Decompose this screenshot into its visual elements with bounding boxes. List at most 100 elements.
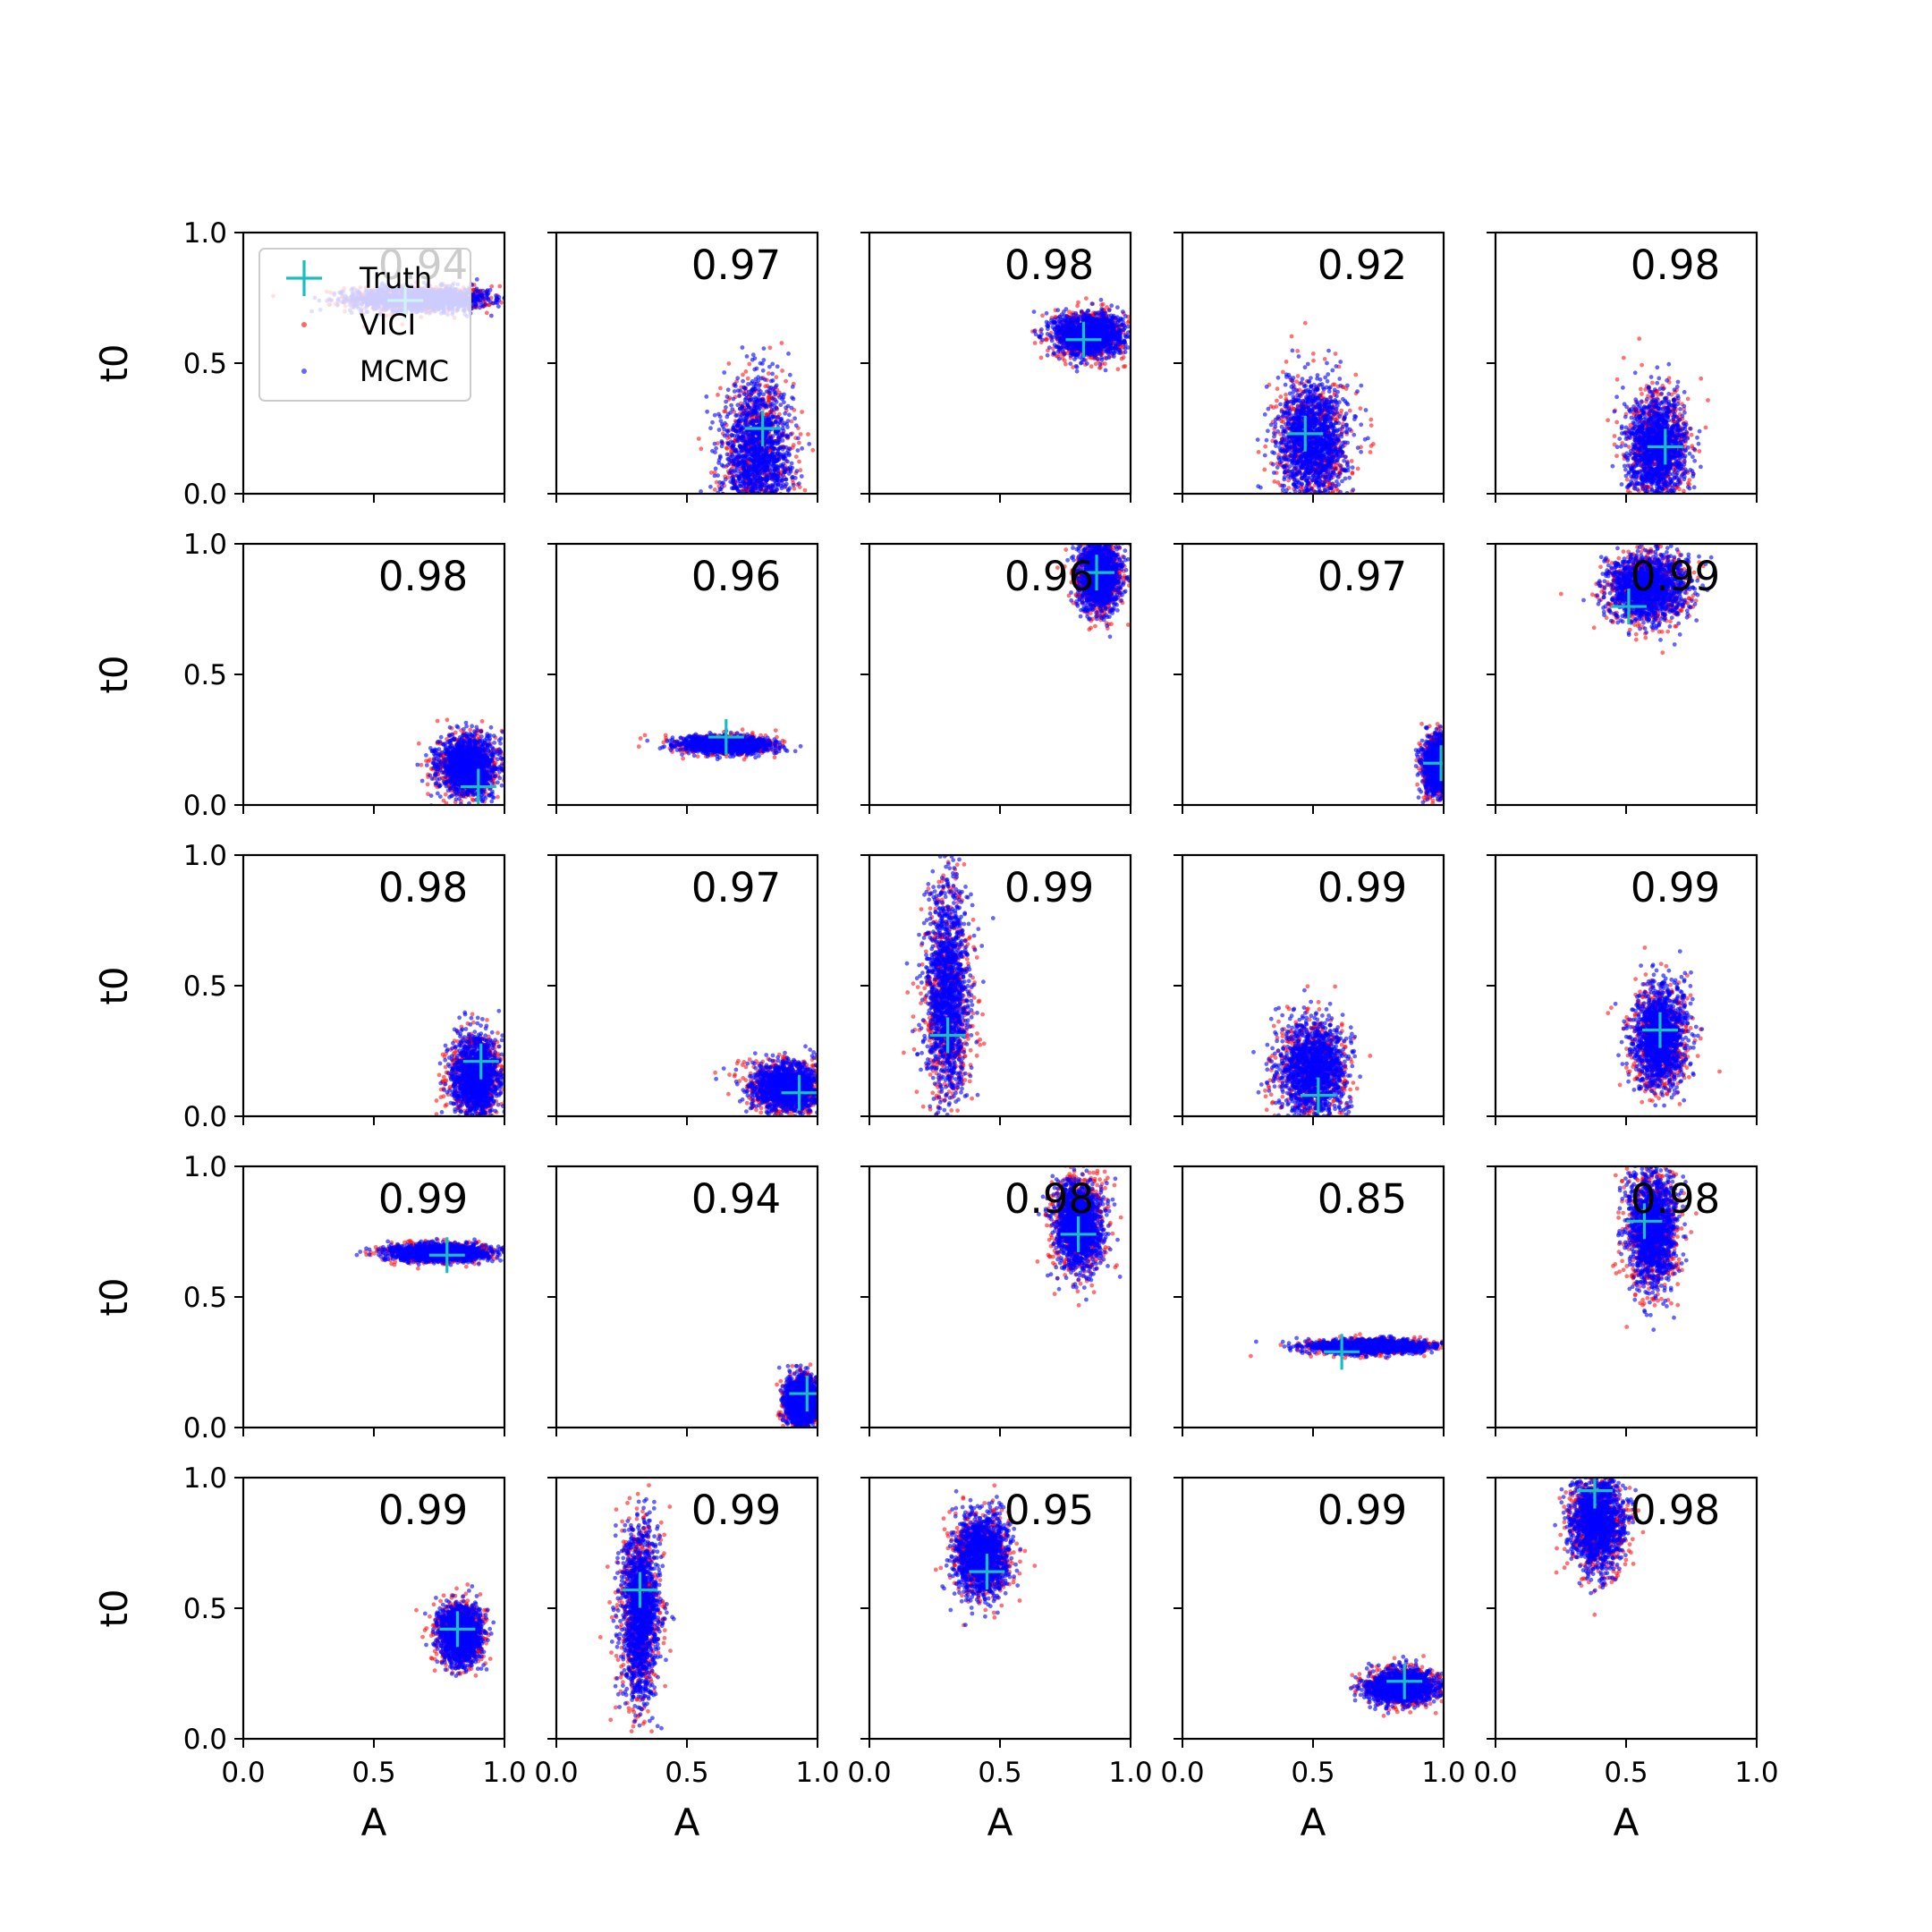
vici-point	[758, 500, 763, 504]
mcmc-point	[751, 439, 757, 444]
mcmc-point	[733, 413, 739, 418]
mcmc-point	[744, 408, 749, 413]
vici-point	[714, 479, 719, 485]
vici-point	[726, 361, 732, 366]
vici-point	[745, 376, 750, 381]
mcmc-point	[768, 436, 774, 441]
vici-point	[1131, 329, 1136, 334]
mcmc-point	[762, 519, 767, 523]
mcmc-point	[740, 459, 745, 464]
mcmc-point	[738, 525, 742, 530]
mcmc-point	[792, 416, 797, 421]
mcmc-point	[741, 503, 746, 507]
mcmc-point	[729, 402, 733, 408]
vici-point	[762, 514, 767, 519]
mcmc-point	[728, 514, 733, 519]
mcmc-point	[731, 474, 736, 479]
mcmc-point	[767, 484, 773, 489]
vici-point	[767, 371, 771, 376]
vici-point	[802, 487, 808, 493]
panels-layer: 0.00.51.0t00.940.970.980.920.980.00.51.0…	[92, 217, 1779, 1844]
mcmc-point	[479, 292, 484, 297]
mcmc-point	[752, 517, 757, 521]
mcmc-point	[773, 511, 777, 515]
vici-point	[798, 468, 803, 473]
mcmc-point	[770, 371, 775, 377]
mcmc-point	[756, 375, 761, 380]
mcmc-point	[732, 458, 736, 462]
mcmc-point	[749, 446, 753, 452]
vici-point	[773, 533, 777, 538]
mcmc-point	[758, 515, 763, 520]
mcmc-point	[738, 530, 742, 534]
vici-point	[1076, 300, 1080, 305]
mcmc-point	[780, 498, 784, 503]
vici-point	[724, 445, 729, 451]
vici-point	[529, 298, 533, 302]
vici-point	[776, 496, 781, 501]
mcmc-point	[745, 520, 750, 524]
mcmc-point	[742, 400, 747, 405]
mcmc-point	[770, 452, 775, 456]
mcmc-point	[727, 501, 732, 505]
mcmc-point	[781, 456, 786, 462]
mcmc-point	[694, 509, 699, 513]
mcmc-point	[763, 460, 768, 465]
vici-point	[734, 512, 739, 516]
mcmc-point	[1044, 310, 1049, 316]
mcmc-point	[778, 402, 784, 408]
mcmc-point	[782, 470, 787, 475]
mcmc-point	[758, 376, 764, 381]
mcmc-point	[753, 483, 758, 488]
mcmc-point	[761, 522, 766, 527]
vici-point	[764, 546, 768, 550]
mcmc-point	[750, 420, 756, 426]
vici-point	[717, 495, 722, 499]
mcmc-point	[775, 471, 781, 476]
mcmc-point	[787, 504, 792, 508]
mcmc-point	[747, 519, 751, 523]
vici-point	[755, 513, 759, 517]
mcmc-point	[740, 537, 744, 541]
mcmc-point	[759, 504, 764, 508]
mcmc-point	[737, 455, 742, 460]
vici-point	[789, 419, 794, 424]
mcmc-point	[728, 454, 733, 460]
mcmc-point	[765, 516, 769, 521]
mcmc-point	[736, 513, 741, 518]
mcmc-point	[775, 498, 779, 503]
vici-point	[733, 497, 737, 502]
mcmc-point	[474, 286, 479, 292]
mcmc-point	[743, 511, 748, 515]
mcmc-point	[761, 358, 767, 362]
vici-point	[756, 497, 760, 502]
mcmc-point	[725, 441, 731, 446]
vici-point	[743, 522, 748, 527]
vici-point	[771, 496, 775, 500]
vici-point	[741, 372, 745, 377]
vici-point	[760, 503, 765, 507]
mcmc-point	[790, 385, 795, 389]
mcmc-point	[742, 386, 748, 391]
mcmc-point	[752, 400, 758, 404]
vici-point	[749, 514, 753, 519]
mcmc-point	[505, 297, 510, 301]
vici-point	[696, 436, 701, 441]
mcmc-point	[780, 426, 785, 431]
vici-point	[733, 521, 738, 526]
mcmc-point	[768, 529, 773, 533]
mcmc-point	[477, 289, 481, 294]
mcmc-point	[767, 386, 772, 390]
mcmc-point	[740, 526, 744, 530]
mcmc-point	[475, 294, 480, 300]
vici-point	[769, 517, 774, 521]
mcmc-point	[767, 516, 772, 521]
mcmc-point	[486, 296, 490, 301]
mcmc-point	[507, 295, 512, 300]
mcmc-point	[1031, 309, 1037, 314]
mcmc-point	[752, 356, 758, 360]
vici-point	[744, 518, 749, 522]
mcmc-point	[757, 392, 761, 397]
mcmc-point	[753, 487, 758, 491]
